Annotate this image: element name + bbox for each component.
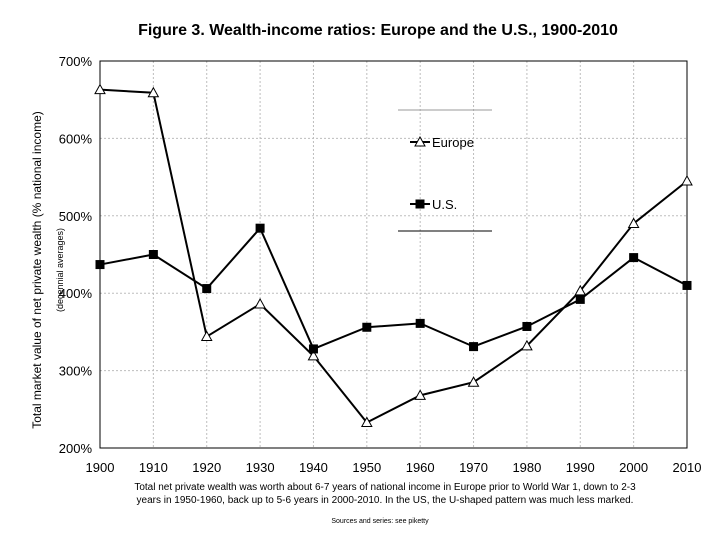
y-axis-sublabel: (decennial averages) bbox=[55, 228, 65, 312]
data-point-us bbox=[148, 250, 158, 259]
data-point-europe bbox=[467, 376, 480, 387]
x-tick-label: 2010 bbox=[673, 460, 702, 475]
x-tick-label: 2000 bbox=[619, 460, 648, 475]
y-tick-label: 400% bbox=[59, 286, 93, 301]
legend-item-us: U.S. bbox=[410, 197, 457, 212]
x-tick-label: 1930 bbox=[246, 460, 275, 475]
series-layer bbox=[94, 83, 693, 427]
data-point-us bbox=[415, 318, 425, 328]
data-point-us bbox=[255, 223, 265, 233]
data-point-europe bbox=[147, 86, 160, 98]
data-point-us bbox=[575, 294, 585, 304]
series-line-europe bbox=[99, 88, 688, 424]
data-point-europe bbox=[414, 389, 427, 400]
y-tick-label: 700% bbox=[59, 54, 93, 69]
x-tick-label: 1960 bbox=[406, 460, 435, 475]
x-tick-label: 1910 bbox=[139, 460, 168, 475]
x-tick-label: 1990 bbox=[566, 460, 595, 475]
data-point-europe bbox=[94, 83, 106, 95]
y-axis-label: Total market value of net private wealth… bbox=[30, 111, 44, 429]
data-point-europe bbox=[307, 349, 320, 361]
legend-item-europe: Europe bbox=[410, 135, 474, 150]
data-point-us bbox=[682, 280, 692, 290]
x-tick-label: 1920 bbox=[192, 460, 221, 475]
x-tick-label: 1980 bbox=[512, 460, 541, 475]
y-tick-label: 200% bbox=[59, 441, 93, 456]
legend-items: Europe U.S. bbox=[410, 135, 474, 212]
x-tick-label: 1950 bbox=[352, 460, 381, 475]
y-axis: 200% 300% 400% 500% 600% 700% bbox=[59, 54, 93, 456]
x-tick-label: 1970 bbox=[459, 460, 488, 475]
legend: Europe U.S. bbox=[398, 109, 492, 232]
data-point-europe bbox=[521, 339, 533, 351]
data-point-us bbox=[202, 284, 212, 294]
footnote-line: Total net private wealth was worth about… bbox=[134, 482, 636, 493]
data-point-europe bbox=[574, 284, 587, 296]
data-point-europe bbox=[360, 416, 373, 427]
y-tick-label: 500% bbox=[59, 209, 93, 224]
series-europe bbox=[94, 83, 693, 427]
data-point-us bbox=[95, 260, 105, 270]
data-point-europe bbox=[681, 174, 693, 186]
legend-label: U.S. bbox=[432, 197, 457, 212]
footnote: Total net private wealth was worth about… bbox=[134, 482, 636, 506]
data-point-europe bbox=[254, 298, 266, 309]
chart-title: Figure 3. Wealth-income ratios: Europe a… bbox=[138, 22, 618, 39]
x-tick-label: 1940 bbox=[299, 460, 328, 475]
data-point-us bbox=[308, 344, 318, 354]
x-tick-label: 1900 bbox=[86, 460, 115, 475]
y-tick-label: 300% bbox=[59, 364, 93, 379]
y-tick-label: 600% bbox=[59, 131, 93, 146]
legend-marker bbox=[414, 135, 426, 147]
plot-frame bbox=[99, 60, 688, 449]
source-note: Sources and series: see piketty bbox=[331, 518, 429, 525]
data-point-us bbox=[629, 253, 639, 263]
footnote-line: years in 1950-1960, back up to 5-6 years… bbox=[137, 495, 634, 506]
data-point-us bbox=[522, 321, 532, 331]
data-point-us bbox=[469, 342, 479, 352]
legend-marker bbox=[415, 199, 425, 209]
x-axis: 1900 1910 1920 1930 1940 1950 1960 1970 1980 1990… bbox=[86, 460, 702, 475]
legend-label: Europe bbox=[432, 135, 474, 150]
series-line-us bbox=[99, 226, 688, 351]
data-point-europe bbox=[200, 330, 213, 342]
series-us bbox=[95, 223, 692, 354]
data-point-europe bbox=[627, 217, 640, 229]
data-point-us bbox=[362, 322, 372, 332]
